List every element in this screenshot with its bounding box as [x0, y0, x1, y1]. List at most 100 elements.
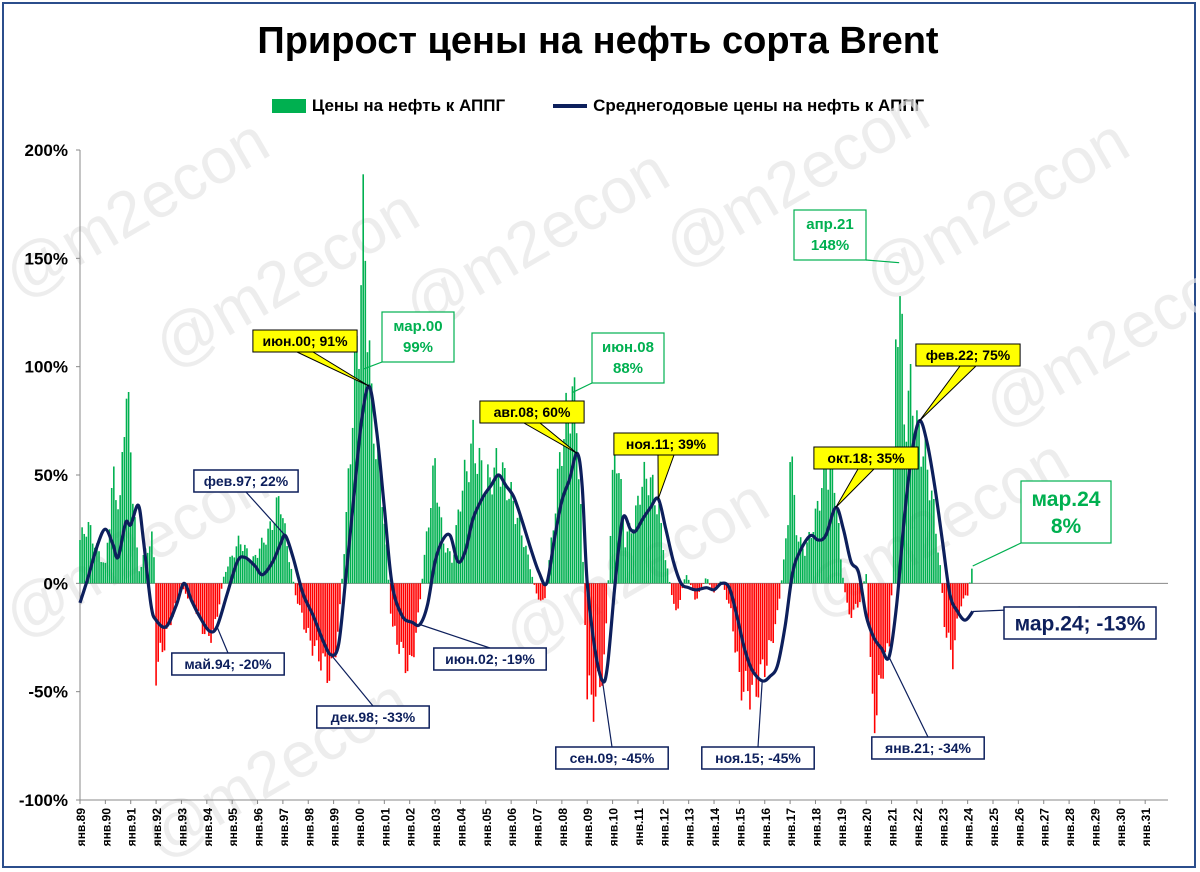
bar [102, 562, 105, 584]
bar [732, 583, 734, 632]
bar [802, 548, 804, 584]
bar [694, 583, 696, 600]
bar [601, 583, 603, 686]
bar [789, 462, 791, 584]
bar [406, 583, 409, 672]
bar [776, 583, 779, 611]
bar [248, 559, 250, 584]
bar [501, 462, 504, 584]
bar [643, 461, 646, 584]
bar [677, 583, 679, 609]
bar [751, 583, 753, 685]
bar [381, 507, 384, 584]
bar [630, 533, 633, 584]
chart-legend: Цены на нефть к АППГ Среднегодовые цены … [0, 96, 1196, 116]
callout-pointer [919, 365, 978, 422]
bar [482, 495, 485, 584]
bar [514, 524, 517, 584]
x-tick-label: янв.03 [429, 808, 443, 847]
bar [343, 554, 345, 584]
bar [372, 443, 375, 584]
bar [165, 583, 168, 629]
bar [358, 368, 360, 584]
callout-label: 99% [403, 339, 433, 356]
watermark-text: @m2econ [131, 663, 420, 868]
bar [189, 583, 191, 599]
bar [523, 547, 525, 584]
bar [837, 522, 840, 584]
bar [799, 537, 802, 584]
bar [542, 583, 544, 600]
bar [216, 583, 219, 617]
bar [806, 542, 808, 584]
x-tick-label: янв.99 [328, 808, 342, 847]
bar [104, 562, 107, 584]
bar [425, 531, 428, 584]
bar [654, 505, 656, 584]
bar [449, 551, 451, 584]
bar [632, 529, 635, 584]
bar [797, 541, 800, 584]
bar [641, 486, 643, 584]
callout-label: мар.24; -13% [1015, 613, 1146, 636]
bar [153, 557, 155, 584]
x-tick-label: янв.01 [378, 808, 392, 847]
bar [782, 559, 785, 584]
bar [493, 467, 496, 584]
bar [588, 583, 591, 676]
bar [529, 569, 531, 584]
bar [561, 465, 563, 584]
bar [277, 496, 280, 584]
chart-title: Прирост цены на нефть сорта Brent [257, 20, 939, 62]
bar [846, 583, 848, 603]
x-tick-label: янв.05 [480, 808, 494, 847]
bar [763, 583, 766, 678]
bar [427, 527, 430, 584]
bar [821, 488, 823, 584]
x-tick-label: янв.00 [353, 808, 367, 847]
bar [305, 583, 307, 633]
bar [330, 583, 333, 659]
bar [241, 551, 244, 584]
bar [121, 452, 124, 584]
x-tick-label: янв.14 [708, 808, 722, 847]
bar [958, 583, 960, 613]
bar [835, 510, 838, 584]
bar [594, 583, 597, 697]
callout-leader [865, 259, 900, 264]
bar [174, 583, 176, 604]
callout-label: май.94; -20% [184, 656, 272, 672]
bar [960, 583, 963, 607]
bar [947, 583, 950, 633]
callout-box [555, 746, 669, 770]
callout-label: янв.21; -34% [885, 740, 971, 756]
bar [675, 583, 677, 611]
bar [239, 544, 242, 584]
bar [692, 583, 694, 591]
bar [920, 466, 922, 584]
bar [660, 523, 662, 584]
x-tick-label: янв.15 [733, 808, 747, 847]
bar [916, 410, 918, 584]
bar [491, 494, 493, 584]
bar [394, 583, 396, 626]
bar [937, 552, 939, 584]
legend-label-line: Среднегодовые цены на нефть к АППГ [593, 96, 925, 115]
callout-label: апр.21 [806, 216, 853, 233]
bar [935, 533, 937, 584]
bar [844, 583, 846, 593]
bar [818, 510, 821, 584]
bar [252, 556, 255, 584]
callout-label: мар.24 [1032, 488, 1101, 511]
bar [863, 581, 865, 584]
bar [324, 583, 326, 657]
bar [288, 562, 291, 584]
bar [89, 525, 92, 584]
bar [212, 583, 214, 630]
y-tick-label: 100% [25, 358, 68, 377]
x-tick-label: янв.27 [1038, 808, 1052, 847]
bar [590, 583, 593, 695]
bar [434, 458, 436, 584]
bar [379, 463, 381, 584]
